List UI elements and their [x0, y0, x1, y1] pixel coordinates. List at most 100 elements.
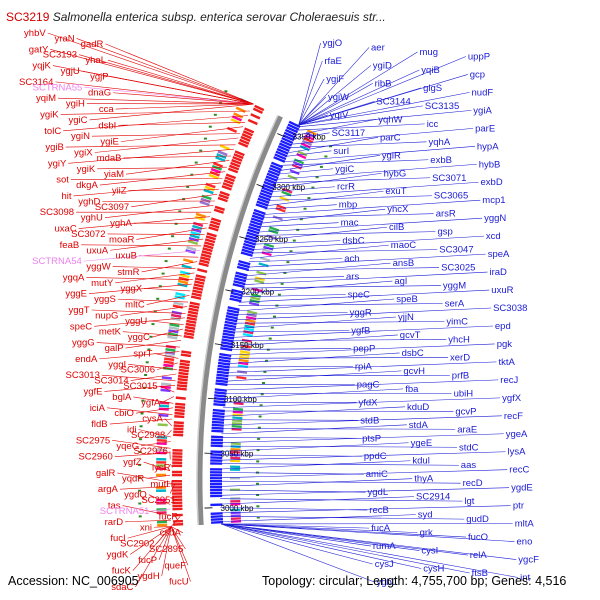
gene-arrow-left — [213, 208, 225, 214]
gene-arrow-left — [178, 371, 189, 376]
left-gene-label: rarD — [105, 517, 124, 528]
feature-band-right — [263, 242, 275, 248]
gene-arrow-left — [200, 253, 212, 259]
right-label-leader — [248, 258, 343, 263]
right-label-leader — [277, 168, 334, 175]
left-label-leader — [115, 103, 254, 110]
left-label-leader — [112, 266, 196, 269]
left-label-leader — [91, 309, 186, 314]
scale-tick-label: 3150 kbp — [231, 341, 264, 350]
right-gene-label: ftsB — [472, 568, 488, 579]
gene-arrow-right — [210, 471, 223, 474]
feature-band-right — [232, 410, 243, 414]
gene-arrow-left — [233, 153, 244, 160]
right-gene-label: yggN — [484, 213, 506, 224]
right-label-leader — [223, 397, 501, 408]
right-label-leader — [251, 249, 438, 254]
right-label-leader — [220, 489, 366, 493]
right-gene-label: rcrR — [337, 182, 355, 193]
right-label-leader — [257, 217, 483, 233]
right-label-leader — [298, 69, 420, 126]
left-label-leader — [143, 461, 171, 472]
right-gene-label: amiC — [366, 469, 388, 480]
left-label-leader — [130, 373, 177, 381]
right-gene-label: xcd — [486, 231, 501, 242]
scale-tick-mark — [207, 397, 216, 400]
right-tick — [289, 250, 293, 253]
scale-tick-label: 3050 kbp — [220, 449, 253, 458]
gene-arrow-left — [224, 176, 235, 183]
right-gene-label: ptr — [513, 501, 524, 512]
gene-arrow-right — [252, 211, 265, 218]
feature-band-left — [194, 215, 206, 222]
left-gene-label: yggT — [68, 305, 89, 316]
gene-arrow-left — [242, 130, 253, 137]
feature-band-right — [239, 353, 250, 357]
gene-arrow-right — [211, 420, 225, 424]
right-label-leader — [223, 388, 404, 400]
left-gene-label: yggI — [108, 359, 126, 370]
gene-arrow-left — [222, 182, 233, 188]
left-label-leader — [128, 189, 219, 191]
feature-band-right — [242, 333, 253, 338]
left-label-leader — [170, 526, 189, 566]
feature-band-left — [156, 448, 167, 452]
gene-arrow-right — [248, 225, 261, 232]
left-gene-label: yggW — [86, 262, 110, 273]
feature-band-left — [156, 435, 168, 439]
left-label-leader — [107, 233, 205, 235]
left-tick — [138, 515, 142, 518]
feature-band-right — [238, 358, 249, 363]
gene-arrow-left — [174, 414, 185, 419]
left-gene-label: iciA — [90, 403, 106, 414]
right-gene-label: yqiB — [421, 65, 439, 76]
gene-arrow-left — [181, 350, 192, 355]
right-gene-label: exuT — [385, 186, 406, 197]
gene-arrow-left — [192, 289, 203, 294]
left-gene-label: yhbV — [24, 28, 46, 39]
right-gene-label: ptsP — [362, 433, 381, 444]
left-label-leader — [122, 331, 182, 337]
feature-band-left — [157, 523, 168, 527]
gene-arrow-left — [184, 328, 195, 333]
gene-arrow-left — [241, 133, 252, 140]
feature-band-right — [232, 413, 243, 417]
gene-arrow-right — [216, 373, 229, 378]
gene-arrow-left — [186, 319, 197, 324]
gene-arrow-right — [262, 183, 275, 191]
left-label-leader — [118, 122, 246, 126]
feature-band-right — [230, 488, 241, 492]
left-label-leader — [96, 342, 181, 348]
right-tick — [277, 293, 281, 296]
left-label-leader — [153, 526, 172, 528]
right-label-leader — [242, 271, 488, 285]
right-tick — [256, 505, 260, 508]
left-gene-label: sot — [56, 175, 69, 186]
left-gene-label: lysR — [152, 463, 171, 474]
gene-arrow-left — [172, 464, 183, 468]
left-gene-label: SC2951 — [141, 495, 175, 506]
feature-band-right — [243, 327, 254, 332]
gene-arrow-left — [234, 150, 245, 157]
right-gene-label: ansB — [393, 258, 415, 269]
feature-band-left — [168, 326, 180, 331]
feature-band-right — [259, 256, 271, 262]
right-label-leader — [238, 303, 443, 306]
left-gene-label: SC2895 — [149, 544, 183, 555]
right-label-leader — [220, 442, 409, 452]
gene-arrow-left — [206, 232, 217, 238]
right-gene-label: ubiH — [454, 388, 474, 399]
gene-arrow-right — [218, 355, 231, 360]
feature-band-left — [165, 347, 176, 352]
left-label-leader — [68, 148, 234, 164]
feature-band-right — [297, 150, 308, 157]
feature-band-right — [269, 226, 280, 232]
right-label-leader — [221, 523, 418, 533]
gene-arrow-left — [172, 470, 183, 474]
left-label-leader — [132, 526, 172, 571]
feature-band-right — [244, 321, 256, 326]
right-label-leader — [221, 523, 370, 529]
feature-band-right — [230, 448, 241, 451]
right-label-leader — [298, 78, 325, 126]
gene-arrow-right — [213, 400, 226, 404]
